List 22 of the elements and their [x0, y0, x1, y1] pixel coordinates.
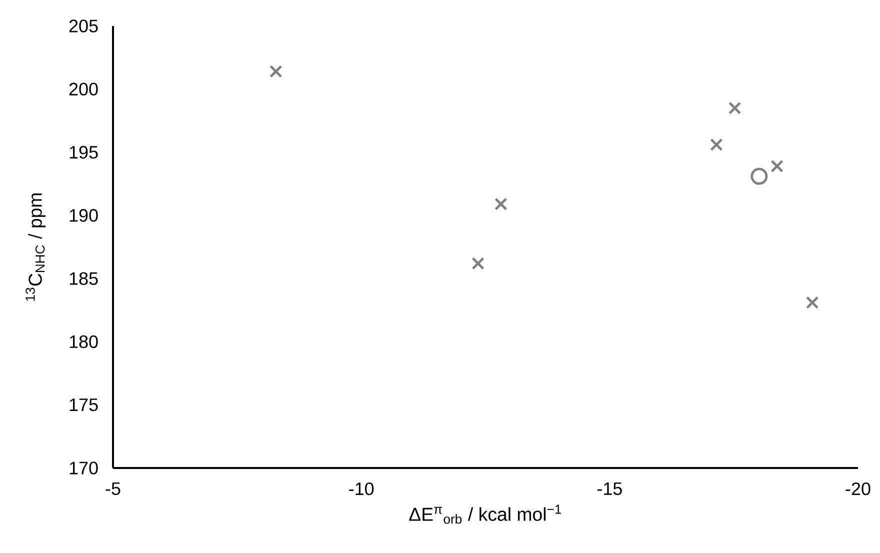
- y-axis-title: $^{13}$C$_{NHC}$ / ppm: [26, 193, 46, 301]
- point: [750, 168, 768, 185]
- y-tick-label: 205: [69, 20, 98, 32]
- y-tick-label: 200: [69, 82, 98, 96]
- point: [728, 102, 742, 114]
- point: [270, 65, 282, 78]
- y-tick-label: 195: [70, 146, 98, 159]
- y-tick-label: 170: [70, 462, 98, 474]
- point: [770, 160, 784, 173]
- point: [710, 138, 723, 152]
- y-tick-label: 180: [70, 335, 98, 348]
- y-tick-label: 185: [70, 272, 98, 285]
- point: [472, 257, 484, 270]
- x-tick-label: -15: [597, 482, 622, 495]
- point: [494, 198, 508, 210]
- y-tick-label: 190: [70, 209, 98, 222]
- y-tick-label: 175: [70, 398, 98, 412]
- x-tick-label: -20: [846, 482, 870, 496]
- x-axis-title: ΔE$^{π}$$_{orb}$ / kcal mol$^{−1}$: [409, 504, 562, 524]
- x-tick-label: -10: [349, 482, 374, 496]
- x-tick-label: -5: [106, 482, 120, 495]
- point: [806, 296, 819, 309]
